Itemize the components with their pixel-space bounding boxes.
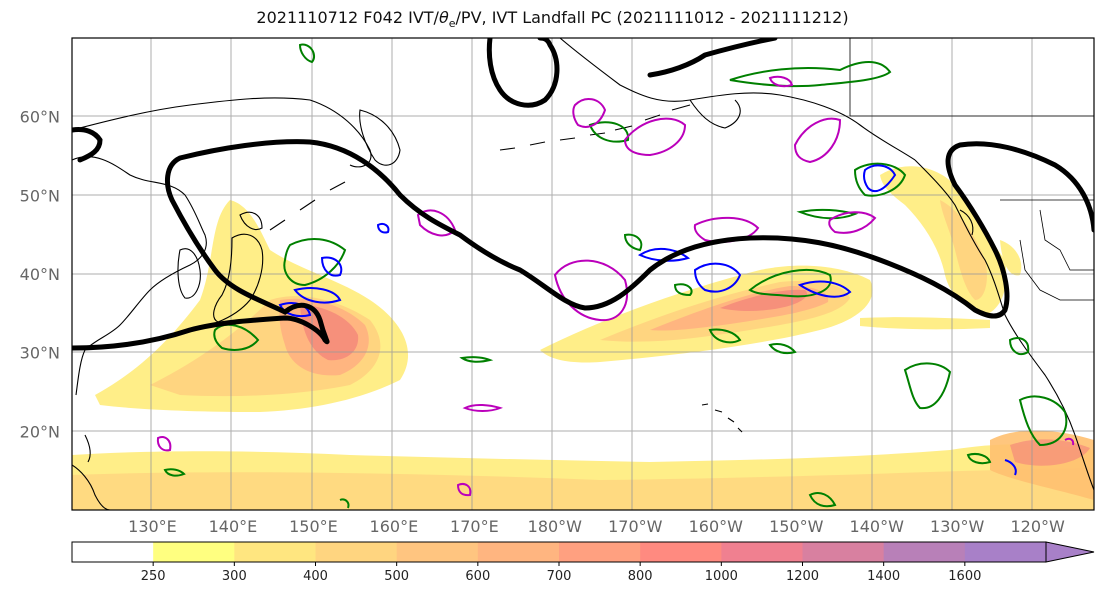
latitude-label: 50°N: [20, 186, 60, 205]
colorbar-segment: [802, 542, 885, 562]
longitude-label: 150°W: [769, 517, 824, 536]
longitude-labels: 130°E 140°E 150°E 160°E 170°E 180°W 170°W 160°W…: [128, 517, 1065, 536]
colorbar-segment: [964, 542, 1047, 562]
longitude-label: 150°E: [289, 517, 338, 536]
ivt-shading: [72, 166, 1094, 510]
colorbar-label: 1600: [948, 569, 981, 584]
colorbar-segment: [315, 542, 398, 562]
colorbar-segment: [640, 542, 722, 562]
colorbar-label: 400: [303, 569, 328, 584]
colorbar-segment: [396, 542, 479, 562]
longitude-label: 140°E: [209, 517, 258, 536]
colorbar-label: 1000: [705, 569, 738, 584]
colorbar-label: 1200: [786, 569, 819, 584]
colorbar-segment: [559, 542, 641, 562]
longitude-label: 120°W: [1010, 517, 1065, 536]
colorbar-label: 800: [628, 569, 653, 584]
colorbar-label: 1400: [867, 569, 900, 584]
longitude-label: 170°W: [608, 517, 663, 536]
coastlines: [72, 38, 1094, 510]
latitude-label: 30°N: [20, 344, 60, 363]
colorbar-segment: [477, 542, 560, 562]
longitude-label: 170°E: [450, 517, 499, 536]
longitude-label: 130°W: [930, 517, 985, 536]
colorbar-segment: [72, 542, 154, 562]
colorbar-label: 600: [465, 569, 490, 584]
colorbar-label: 300: [222, 569, 247, 584]
colorbar-extend-arrow: [1045, 541, 1095, 563]
latitude-label: 20°N: [20, 422, 60, 441]
latitude-labels: 20°N 30°N 40°N 50°N 60°N: [20, 108, 60, 442]
theta-e-contours: [163, 43, 1068, 509]
plot-title: 2021110712 F042 IVT/θe/PV, IVT Landfall …: [256, 8, 849, 31]
colorbar-segment: [721, 542, 803, 562]
latitude-label: 60°N: [20, 108, 60, 127]
colorbar-segment: [153, 542, 235, 562]
colorbar-segment: [234, 542, 316, 562]
colorbar-label: 500: [384, 569, 409, 584]
map-frame: [71, 37, 1095, 511]
pv-contours: [72, 38, 1094, 351]
graticule: [72, 38, 1094, 510]
longitude-label: 130°E: [128, 517, 177, 536]
longitude-label: 180°W: [528, 517, 583, 536]
colorbar-label: 700: [547, 569, 572, 584]
map-panel: [72, 38, 1094, 510]
colorbar-label: 250: [141, 569, 166, 584]
colorbar: 250 300 400 500 600 700 800 1000 1200 1400 1600: [71, 541, 1095, 584]
longitude-label: 160°E: [370, 517, 419, 536]
longitude-label: 160°W: [689, 517, 744, 536]
colorbar-segment: [883, 542, 966, 562]
latitude-label: 40°N: [20, 265, 60, 284]
longitude-label: 140°W: [850, 517, 905, 536]
